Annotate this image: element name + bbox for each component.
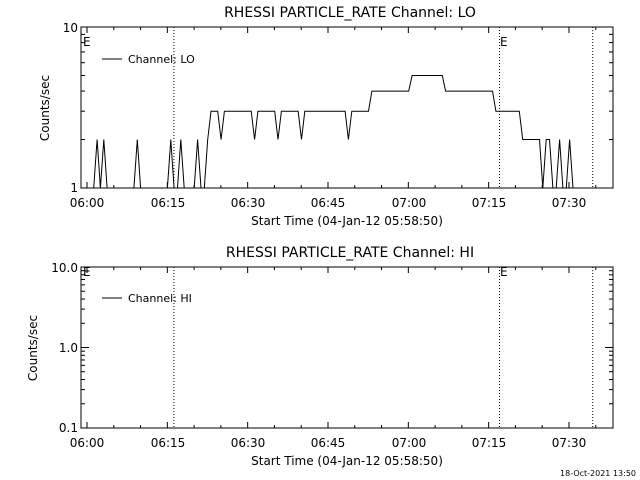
chart-title-hi: RHESSI PARTICLE_RATE Channel: HI xyxy=(226,245,474,261)
x-tick-label-lo: 07:30 xyxy=(552,196,587,210)
x-tick-label-hi: 06:00 xyxy=(70,436,105,450)
x-tick-label-hi: 07:15 xyxy=(472,436,507,450)
event-markers-lo xyxy=(173,27,594,188)
y-tick-label-hi: 1.0 xyxy=(59,341,78,355)
x-tick-label-hi: 06:30 xyxy=(231,436,266,450)
chart-title-lo: RHESSI PARTICLE_RATE Channel: LO xyxy=(224,5,476,21)
x-tick-label-lo: 07:00 xyxy=(392,196,427,210)
x-tick-label-hi: 06:15 xyxy=(151,436,186,450)
x-ticks-hi xyxy=(86,267,597,428)
y-tick-label-hi: 10.0 xyxy=(51,261,78,275)
legend-label-hi: Channel: HI xyxy=(128,292,192,305)
event-markers-hi xyxy=(173,267,594,428)
x-tick-labels-hi: 06:00 06:15 06:30 06:45 07:00 07:15 07:3… xyxy=(70,436,587,450)
event-label-hi: E xyxy=(83,265,91,279)
plot-frame-lo xyxy=(80,26,614,189)
y-axis-label-lo: Counts/sec xyxy=(38,75,52,141)
legend-label-lo: Channel: LO xyxy=(128,53,195,66)
x-tick-label-hi: 06:45 xyxy=(311,436,346,450)
event-label-lo: E xyxy=(83,35,91,49)
y-ticks-lo xyxy=(81,26,613,189)
y-tick-label-lo: 10 xyxy=(63,21,78,35)
y-tick-label-hi: 0.1 xyxy=(59,421,78,435)
x-tick-labels-lo: 06:00 06:15 06:30 06:45 07:00 07:15 07:3… xyxy=(70,196,587,210)
x-axis-label-hi: Start Time (04-Jan-12 05:58:50) xyxy=(251,454,443,468)
y-ticks-hi xyxy=(81,266,613,429)
footer-timestamp: 18-Oct-2021 13:50 xyxy=(560,469,636,478)
y-axis-label-hi: Counts/sec xyxy=(26,315,40,381)
y-tick-label-lo: 1 xyxy=(70,181,78,195)
x-tick-label-lo: 06:45 xyxy=(311,196,346,210)
x-tick-label-lo: 06:00 xyxy=(70,196,105,210)
x-tick-label-lo: 07:15 xyxy=(472,196,507,210)
x-tick-label-hi: 07:00 xyxy=(392,436,427,450)
event-label-hi: E xyxy=(500,265,508,279)
x-tick-label-lo: 06:15 xyxy=(151,196,186,210)
x-ticks-lo xyxy=(86,27,597,188)
panel-hi: RHESSI PARTICLE_RATE Channel: HI 06:00 0… xyxy=(26,245,614,468)
series-line-lo xyxy=(87,75,594,189)
x-tick-label-hi: 07:30 xyxy=(552,436,587,450)
x-tick-label-lo: 06:30 xyxy=(231,196,266,210)
x-axis-label-lo: Start Time (04-Jan-12 05:58:50) xyxy=(251,214,443,228)
event-label-lo: E xyxy=(500,35,508,49)
panel-lo: RHESSI PARTICLE_RATE Channel: LO 06:00 0… xyxy=(38,5,614,228)
